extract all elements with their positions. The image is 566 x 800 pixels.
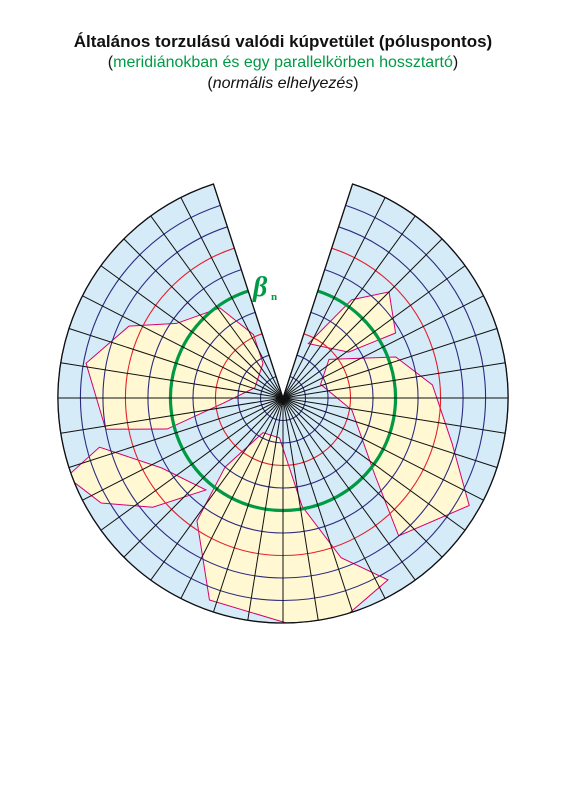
outline	[57, 183, 509, 624]
meridian	[150, 397, 284, 581]
paren: (	[207, 75, 213, 92]
meridian	[68, 397, 284, 469]
meridian	[123, 397, 284, 558]
paren: )	[353, 75, 358, 92]
meridian	[100, 265, 284, 399]
meridian	[282, 197, 386, 399]
meridian	[282, 397, 354, 613]
meridian	[212, 397, 284, 613]
meridian	[282, 397, 319, 621]
meridian	[282, 215, 416, 399]
beta-label: β	[252, 272, 268, 303]
meridian	[247, 397, 284, 621]
meridian	[180, 397, 284, 599]
landmass	[320, 356, 470, 537]
paren: )	[453, 54, 458, 71]
meridian	[82, 397, 284, 501]
meridian	[282, 397, 506, 434]
beta-subscript: n	[271, 291, 277, 303]
subtitle: (meridiánokban és egy parallelkörben hos…	[108, 54, 458, 71]
meridian	[180, 197, 284, 399]
meridian	[282, 362, 506, 399]
meridian	[282, 238, 443, 399]
meridian	[100, 397, 284, 531]
meridian	[282, 397, 484, 501]
subtitle-text: meridiánokban és egy parallelkörben hoss…	[113, 54, 453, 71]
meridian	[282, 397, 498, 469]
title: Általános torzulású valódi kúpvetület (p…	[74, 32, 492, 51]
meridian	[68, 327, 284, 399]
meridian	[282, 397, 466, 531]
note: (normális elhelyezés)	[207, 75, 358, 92]
meridian	[282, 295, 484, 399]
meridian	[60, 362, 284, 399]
meridian	[282, 397, 386, 599]
paren: (	[108, 54, 114, 71]
meridian	[82, 295, 284, 399]
note-text: normális elhelyezés	[213, 75, 354, 92]
meridian	[60, 397, 284, 434]
meridian	[282, 397, 416, 581]
meridian	[150, 215, 284, 399]
meridian	[282, 265, 466, 399]
meridian	[123, 238, 284, 399]
landmass	[196, 432, 389, 624]
meridian	[282, 327, 498, 399]
projection	[57, 183, 509, 624]
meridian	[282, 397, 443, 558]
